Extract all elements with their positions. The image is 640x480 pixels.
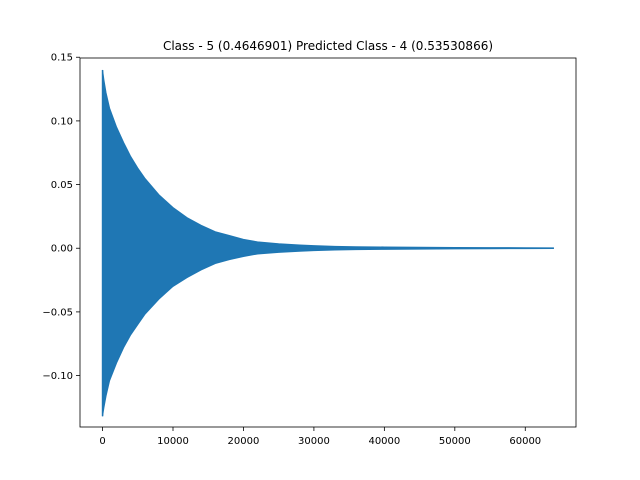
x-tick-label: 10000 <box>157 436 189 447</box>
x-axis: 0 10000 20000 30000 40000 50000 60000 <box>99 427 541 447</box>
y-tick-label: 0.15 <box>51 53 73 64</box>
y-tick-label: 0.10 <box>51 116 73 127</box>
x-tick-label: 40000 <box>368 436 400 447</box>
x-tick-label: 50000 <box>439 436 471 447</box>
plot-area <box>101 69 554 417</box>
chart-title: Class - 5 (0.4646901) Predicted Class - … <box>163 39 493 53</box>
x-tick-label: 60000 <box>509 436 541 447</box>
y-tick-label: 0.00 <box>51 244 73 255</box>
axes-frame <box>79 57 577 428</box>
y-tick-label: 0.05 <box>51 180 73 191</box>
y-tick-label: −0.10 <box>42 371 73 382</box>
x-tick-label: 30000 <box>298 436 330 447</box>
x-tick-label: 20000 <box>228 436 260 447</box>
y-tick-label: −0.05 <box>42 307 73 318</box>
x-tick-label: 0 <box>99 436 105 447</box>
y-axis: 0.15 0.10 0.05 0.00 −0.05 −0.10 <box>42 53 80 382</box>
